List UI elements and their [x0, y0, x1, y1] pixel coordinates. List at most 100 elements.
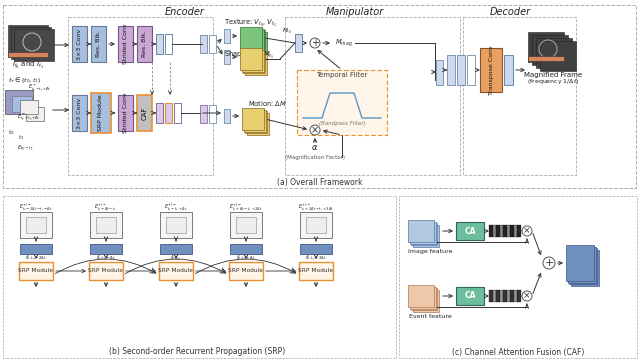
Text: Motion: $\Delta M$: Motion: $\Delta M$	[248, 99, 287, 108]
FancyBboxPatch shape	[156, 34, 163, 54]
FancyBboxPatch shape	[413, 290, 438, 312]
FancyBboxPatch shape	[457, 55, 465, 85]
Text: $E^+_{t_\tau{\sim}t_\tau{+}\Delta t}$: $E^+_{t_\tau{\sim}t_\tau{+}\Delta t}$	[28, 82, 51, 93]
Text: $t_1$: $t_1$	[18, 134, 24, 143]
Text: $f_{e,t_\tau}$: $f_{e,t_\tau}$	[170, 253, 182, 263]
FancyBboxPatch shape	[72, 26, 87, 62]
FancyBboxPatch shape	[160, 244, 192, 254]
Text: ×: ×	[311, 125, 319, 135]
FancyBboxPatch shape	[26, 107, 44, 121]
Text: SRP Module: SRP Module	[88, 269, 124, 274]
FancyBboxPatch shape	[224, 50, 230, 64]
FancyBboxPatch shape	[240, 48, 262, 70]
FancyBboxPatch shape	[456, 222, 484, 240]
FancyBboxPatch shape	[244, 52, 266, 74]
Text: $f_{e,t_\tau-\Delta t}$: $f_{e,t_\tau-\Delta t}$	[96, 253, 116, 263]
FancyBboxPatch shape	[243, 30, 265, 52]
FancyBboxPatch shape	[299, 262, 333, 280]
FancyBboxPatch shape	[118, 95, 133, 131]
FancyBboxPatch shape	[570, 249, 598, 286]
Text: CA: CA	[464, 291, 476, 300]
FancyBboxPatch shape	[229, 262, 263, 280]
FancyBboxPatch shape	[12, 96, 32, 112]
Text: CAF: CAF	[141, 106, 147, 120]
FancyBboxPatch shape	[8, 52, 48, 57]
FancyBboxPatch shape	[447, 55, 455, 85]
FancyBboxPatch shape	[5, 90, 33, 114]
Text: ×: ×	[524, 291, 531, 300]
FancyBboxPatch shape	[411, 223, 437, 245]
FancyBboxPatch shape	[230, 244, 262, 254]
Text: (c) Channel Attention Fusion (CAF): (c) Channel Attention Fusion (CAF)	[452, 348, 584, 357]
FancyBboxPatch shape	[410, 222, 435, 244]
FancyBboxPatch shape	[159, 262, 193, 280]
Text: $f_{e,t_\tau+2\Delta t}$: $f_{e,t_\tau+2\Delta t}$	[305, 253, 327, 263]
Text: Res. Blk.: Res. Blk.	[96, 31, 101, 57]
FancyBboxPatch shape	[408, 285, 434, 307]
FancyBboxPatch shape	[456, 287, 484, 305]
Text: CA: CA	[464, 226, 476, 235]
FancyBboxPatch shape	[90, 212, 122, 238]
Text: $t_\tau \in (t_0,t_1)$: $t_\tau \in (t_0,t_1)$	[8, 75, 42, 85]
FancyBboxPatch shape	[295, 34, 302, 52]
FancyBboxPatch shape	[496, 290, 499, 302]
Text: $E^-_{t_\tau{\sim}t_\tau{+}\Delta t}$: $E^-_{t_\tau{\sim}t_\tau{+}\Delta t}$	[17, 113, 40, 123]
Text: $I_{t_0}$ and $I_{t_1}$: $I_{t_0}$ and $I_{t_1}$	[12, 60, 44, 70]
FancyBboxPatch shape	[540, 41, 576, 71]
Text: SRP Module: SRP Module	[298, 269, 333, 274]
FancyBboxPatch shape	[489, 225, 493, 237]
FancyBboxPatch shape	[517, 225, 520, 237]
Text: Res. Blk.: Res. Blk.	[142, 31, 147, 57]
FancyBboxPatch shape	[14, 29, 54, 61]
Text: Image feature: Image feature	[408, 249, 452, 255]
FancyBboxPatch shape	[91, 26, 106, 62]
FancyBboxPatch shape	[11, 27, 51, 59]
Text: ×: ×	[524, 226, 531, 235]
FancyBboxPatch shape	[489, 290, 493, 302]
Text: $\alpha$: $\alpha$	[311, 144, 319, 152]
FancyBboxPatch shape	[165, 34, 172, 54]
FancyBboxPatch shape	[297, 70, 387, 135]
FancyBboxPatch shape	[300, 212, 332, 238]
Text: (frequency $1/\Delta t$): (frequency $1/\Delta t$)	[527, 78, 579, 87]
FancyBboxPatch shape	[244, 31, 266, 53]
FancyBboxPatch shape	[20, 244, 52, 254]
FancyBboxPatch shape	[230, 212, 262, 238]
Text: (Bandpass Filter): (Bandpass Filter)	[319, 121, 365, 126]
FancyBboxPatch shape	[89, 262, 123, 280]
Text: (b) Second-order Recurrent Propagation (SRP): (b) Second-order Recurrent Propagation (…	[109, 348, 285, 357]
FancyBboxPatch shape	[569, 248, 597, 284]
FancyBboxPatch shape	[480, 48, 502, 92]
FancyBboxPatch shape	[241, 49, 264, 71]
FancyBboxPatch shape	[236, 217, 256, 233]
FancyBboxPatch shape	[436, 60, 443, 85]
FancyBboxPatch shape	[532, 35, 568, 65]
FancyBboxPatch shape	[137, 95, 152, 131]
FancyBboxPatch shape	[306, 217, 326, 233]
FancyBboxPatch shape	[504, 55, 513, 85]
FancyBboxPatch shape	[224, 109, 230, 123]
FancyBboxPatch shape	[499, 225, 503, 237]
FancyBboxPatch shape	[410, 287, 435, 309]
Text: (Magnification Factor): (Magnification Factor)	[285, 155, 345, 160]
FancyBboxPatch shape	[200, 35, 207, 53]
FancyBboxPatch shape	[20, 212, 52, 238]
FancyBboxPatch shape	[242, 108, 264, 130]
FancyBboxPatch shape	[91, 93, 111, 133]
FancyBboxPatch shape	[528, 32, 564, 62]
FancyBboxPatch shape	[96, 217, 116, 233]
FancyBboxPatch shape	[536, 38, 572, 68]
FancyBboxPatch shape	[499, 290, 503, 302]
FancyBboxPatch shape	[160, 212, 192, 238]
FancyBboxPatch shape	[245, 111, 267, 133]
Circle shape	[310, 38, 320, 48]
FancyBboxPatch shape	[566, 245, 594, 281]
Text: SRP Module: SRP Module	[159, 269, 193, 274]
Text: Strided Conv: Strided Conv	[123, 93, 128, 133]
FancyBboxPatch shape	[118, 26, 133, 62]
FancyBboxPatch shape	[19, 262, 53, 280]
FancyBboxPatch shape	[165, 103, 172, 123]
Text: $f_{e,t_\tau-2\Delta t}$: $f_{e,t_\tau-2\Delta t}$	[25, 253, 47, 263]
Text: $M_{mag}$: $M_{mag}$	[335, 37, 353, 49]
Text: Decoder: Decoder	[490, 7, 531, 17]
